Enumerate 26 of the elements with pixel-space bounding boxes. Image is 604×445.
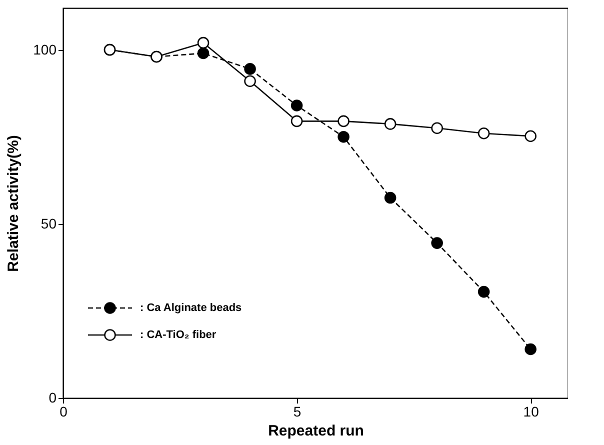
point	[478, 286, 490, 298]
legend-label: : Ca Alginate beads	[140, 302, 242, 314]
point	[478, 127, 490, 140]
point	[431, 237, 443, 249]
point	[524, 343, 536, 356]
point	[197, 47, 210, 60]
point	[338, 130, 350, 143]
point	[290, 115, 303, 128]
y-tick-label: 0	[48, 390, 57, 406]
point	[244, 75, 256, 88]
point	[431, 122, 443, 134]
x-tick-label: 10	[523, 404, 540, 420]
point	[524, 130, 536, 142]
y-tick-label: 50	[40, 215, 57, 232]
legend-label: : CA-TiO₂ fiber	[140, 329, 217, 341]
y-tick-label: 100	[33, 41, 57, 58]
point	[290, 100, 303, 112]
point	[338, 115, 350, 128]
point	[244, 63, 256, 75]
x-tick-label: 5	[293, 404, 302, 420]
y-axis-title: Relative activity(%)	[5, 135, 22, 272]
point	[384, 118, 396, 130]
point	[384, 192, 396, 204]
x-axis-title: Repeated run	[268, 422, 364, 440]
point	[197, 36, 210, 49]
x-tick-label: 0	[60, 404, 68, 420]
